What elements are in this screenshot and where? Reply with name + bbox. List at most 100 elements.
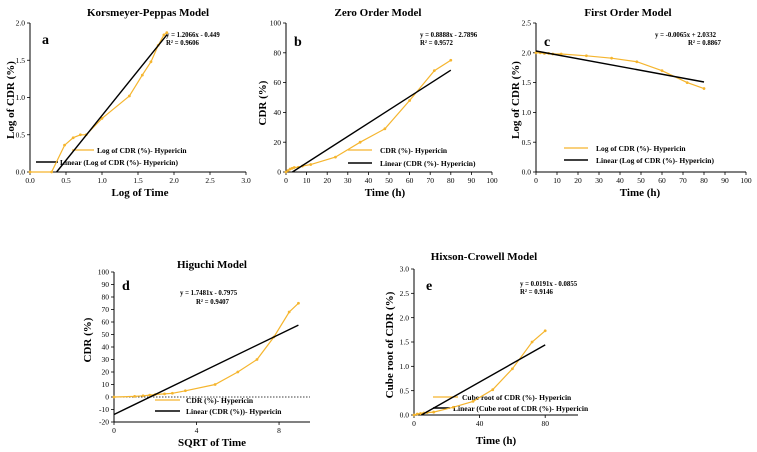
panel-a-data-point: [100, 116, 104, 120]
panel-b-data-point: [358, 140, 362, 144]
panel-b-y-tick-label: 80: [274, 48, 282, 57]
panel-c: First Order Model c Time (h) Log of CDR …: [510, 7, 752, 199]
panel-c-x-tick-label: 60: [658, 176, 666, 185]
panel-d-data-point: [183, 389, 187, 393]
panel-a-data-point: [127, 94, 131, 98]
panel-a-xlabel: Log of Time: [111, 187, 168, 199]
panel-a-x-tick-label: 1.0: [97, 176, 107, 185]
panel-a-x-tick-label: 0.5: [61, 176, 71, 185]
panel-e-y-tick-label: 0.0: [400, 411, 410, 420]
panel-c-data-point: [610, 56, 613, 60]
panel-c-data-point: [685, 81, 689, 84]
panel-b-data-point: [309, 163, 313, 166]
panel-c-y-tick-label: 0.5: [522, 138, 532, 147]
panel-d-y-tick-label: 10: [102, 380, 110, 389]
panel-a-equation-line2: R² = 0.9606: [166, 40, 200, 47]
panel-d-y-tick-label: -10: [99, 405, 109, 414]
panel-b-ylabel: CDR (%): [257, 80, 269, 125]
panel-e-legend-label-fit: Linear (Cube root of CDR (%)- Hypericin: [453, 404, 589, 413]
panel-e-x-tick-label: 40: [476, 419, 484, 428]
panel-c-x-tick-label: 100: [740, 176, 752, 185]
panel-c-x-tick-label: 0: [534, 176, 538, 185]
panel-c-title: First Order Model: [584, 7, 671, 19]
panel-c-data-line: [536, 52, 705, 90]
panel-b-data-point: [408, 99, 411, 102]
panel-a-y-tick-label: 2.0: [16, 19, 26, 28]
panel-e-x-tick-label: 80: [541, 419, 549, 428]
panel-c-x-tick-label: 20: [574, 176, 582, 185]
panel-b-x-tick-label: 80: [447, 176, 455, 185]
panel-a-legend-label-fit: Linear (Log of CDR (%)- Hypericin): [60, 158, 178, 167]
panel-e-data-point: [491, 388, 495, 392]
panel-c-x-tick-label: 10: [553, 176, 561, 185]
panel-b-data-point: [292, 166, 296, 169]
panel-e-data-point: [543, 329, 547, 333]
panel-b-y-tick-label: 20: [274, 138, 282, 147]
panel-c-y-tick-label: 1.5: [522, 78, 532, 87]
panel-b-x-tick-label: 40: [365, 176, 373, 185]
panel-a-y-tick-label: 1.5: [16, 56, 26, 65]
panel-b-data-point: [432, 69, 436, 73]
panel-a-data-point: [165, 31, 169, 35]
panel-e-data-point: [412, 413, 416, 417]
panel-d-xlabel: SQRT of Time: [178, 437, 246, 449]
panel-c-data-point: [585, 54, 588, 58]
panel-a-data-point: [140, 73, 144, 77]
panel-d: Higuchi Model d SQRT of Time CDR (%) y =…: [82, 259, 310, 449]
panel-d-data-point: [297, 301, 300, 305]
panel-d-y-tick-label: 0: [105, 393, 109, 402]
panel-a-fit-line: [56, 34, 168, 173]
panel-e-y-tick-label: 1.0: [400, 362, 410, 371]
panel-d-data-point: [236, 370, 240, 374]
panel-e-y-tick-label: 3.0: [400, 265, 410, 274]
panel-b-legend-label-fit: Linear (CDR (%)- Hypericin): [380, 159, 476, 168]
panel-d-y-tick-label: 80: [102, 293, 110, 302]
panel-d-ylabel: CDR (%): [82, 317, 94, 362]
panel-a-data-point: [63, 143, 66, 147]
panel-d-data-point: [287, 310, 291, 314]
panel-e-data-point: [432, 410, 436, 414]
panel-a-x-tick-label: 2.5: [205, 176, 215, 185]
panel-e-data-point: [530, 340, 534, 344]
panel-e-xlabel: Time (h): [476, 435, 517, 447]
panel-d-title: Higuchi Model: [177, 259, 247, 271]
panel-d-data-line: [113, 302, 299, 398]
panel-d-data-point: [163, 392, 166, 396]
panel-e-data-point: [419, 412, 422, 415]
panel-b-legend-label-data: CDR (%)- Hypericin: [380, 146, 448, 155]
panel-d-y-tick-label: -20: [99, 418, 109, 427]
panel-b-x-tick-label: 0: [284, 176, 288, 185]
panel-a-x-tick-label: 2.0: [169, 176, 179, 185]
panel-d-y-tick-label: 90: [102, 280, 110, 289]
panel-e-fit-line: [421, 344, 546, 416]
panel-c-letter: c: [544, 35, 550, 50]
panel-c-y-tick-label: 2.5: [522, 19, 532, 28]
panel-b-x-tick-label: 10: [303, 176, 311, 185]
panel-e-data-line: [413, 330, 546, 416]
panel-d-data-point: [213, 383, 217, 386]
panel-d-legend-label-data: CDR (%)- Hypericin: [186, 396, 254, 405]
panel-d-x-tick-label: 0: [112, 426, 116, 435]
panel-a-equation-line1: y = 1.2066x - 0.449: [166, 32, 220, 39]
panel-b-data-point: [334, 155, 337, 159]
panel-d-data-point: [170, 391, 174, 395]
panel-b-y-tick-label: 60: [274, 78, 282, 87]
panel-c-x-tick-label: 40: [616, 176, 624, 185]
panel-a-data-point: [71, 136, 75, 140]
panel-e-equation-line1: y = 0.0191x - 0.0855: [520, 281, 578, 288]
panel-c-xlabel: Time (h): [620, 187, 661, 199]
panel-b-letter: b: [294, 35, 302, 50]
panel-b-y-tick-label: 100: [270, 19, 282, 28]
panel-c-x-tick-label: 80: [700, 176, 708, 185]
panel-c-y-tick-label: 2.0: [522, 48, 532, 57]
panel-c-x-tick-label: 90: [721, 176, 729, 185]
panel-c-data-point: [559, 52, 563, 56]
panel-c-equation-line1: y = -0.0065x + 2.0332: [655, 32, 717, 39]
panel-b-equation-line1: y = 0.8888x - 2.7896: [420, 32, 478, 39]
panel-e-y-tick-label: 1.5: [400, 338, 410, 347]
panel-e-legend-label-data: Cube root of CDR (%)- Hypericin: [462, 393, 572, 402]
panel-e-ylabel: Cube root of CDR (%): [384, 291, 396, 398]
panel-c-data-point: [635, 60, 639, 64]
panel-d-data-point: [133, 394, 137, 398]
panel-d-y-tick-label: 30: [102, 355, 110, 364]
